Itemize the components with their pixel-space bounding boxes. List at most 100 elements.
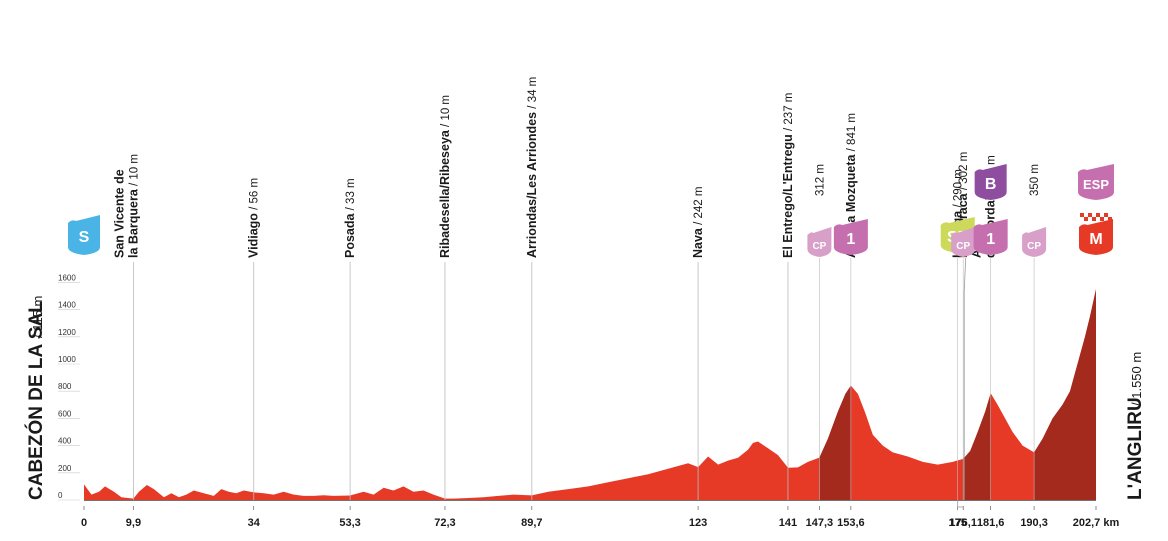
finish-altitude-label: / 1.550 m (1129, 352, 1144, 406)
place-name: San Vicente de (112, 169, 126, 258)
place-altitude: / 10 m (128, 154, 140, 189)
badge-shape (1022, 227, 1047, 257)
badge-shape (951, 227, 976, 257)
place-label: 350 m (1029, 164, 1041, 196)
place-altitude: / 10 m (440, 95, 452, 130)
place-label: San Vicente dela Barquera / 10 m (112, 154, 140, 258)
badge-label: ESP (1083, 177, 1109, 192)
y-tick-label: 800 (58, 382, 72, 391)
finish-town-label: L'ANGLIRU (1125, 397, 1146, 500)
badge-label: CP (1027, 241, 1041, 252)
badge-shape (833, 219, 868, 255)
sprint-connector (963, 257, 967, 500)
y-tick-label: 0 (58, 491, 63, 500)
place-name: Nava (691, 227, 705, 258)
start-altitude-label: / 115 m (30, 296, 45, 338)
place-label: El Entrego/L'Entregu / 237 m (781, 93, 795, 258)
badge-label: B (985, 176, 997, 193)
grid-layer (58, 282, 80, 501)
finish-checkered-flag (1080, 213, 1112, 221)
badge-label: CP (956, 241, 970, 252)
badge-finish: M (1079, 219, 1113, 255)
x-axis: 0 9,9 34 53,3 72,3 89,7 123 141 147,3 153,6 175176… (81, 500, 1120, 529)
place-altitude: 312 m (814, 164, 826, 196)
x-tick-label: 147,3 (806, 517, 834, 529)
y-tick-label: 200 (58, 464, 72, 473)
y-tick-label: 400 (58, 437, 72, 446)
y-tick-label: 1600 (58, 273, 76, 282)
place-name: Ribadesella/Ribeseya (438, 129, 452, 258)
place-label: Arriondas/Les Arriondes / 34 m (525, 77, 539, 258)
place-label: Nava / 242 m (691, 187, 705, 258)
elevation-profile (84, 289, 1096, 500)
x-tick-label: 181,6 (977, 517, 1005, 529)
checker-square (1108, 217, 1112, 221)
badge-special: ESP (1078, 164, 1114, 200)
x-tick-label: 175 (949, 517, 967, 529)
x-tick-label: 202,7 km (1073, 517, 1120, 529)
y-tick-label: 1000 (58, 355, 76, 364)
place-altitude: / 302 m (958, 152, 970, 194)
badge-shape (68, 215, 100, 255)
badge-bonus: B (974, 164, 1007, 200)
x-tick-label: 123 (689, 517, 707, 529)
x-tick-label: 53,3 (339, 517, 360, 529)
badge-shape (807, 227, 832, 257)
checker-square (1080, 213, 1084, 217)
checker-square (1100, 217, 1104, 221)
x-tick-label: 153,6 (837, 517, 865, 529)
category-badges: SCP1SPCPB1CPESPM (68, 164, 1114, 508)
place-altitude: 350 m (1029, 164, 1041, 196)
climb-segment (819, 385, 851, 500)
checker-square (1088, 213, 1092, 217)
y-tick-label: 600 (58, 409, 72, 418)
badge-cp: CP (951, 227, 976, 257)
place-name: la Barquera (126, 188, 140, 258)
x-tick-label: 34 (248, 517, 261, 529)
x-tick-label: 176,1 (949, 517, 977, 529)
badge-label: 1 (846, 231, 855, 248)
place-altitude: / 237 m (783, 93, 795, 135)
checker-square (1096, 213, 1100, 217)
x-tick-label: 72,3 (434, 517, 455, 529)
badge-label: S (79, 229, 90, 246)
checker-square (1092, 217, 1096, 221)
badge-shape (974, 164, 1007, 200)
badge-label: M (1089, 231, 1102, 248)
y-tick-label: 1200 (58, 328, 76, 337)
place-label: Posada / 33 m (343, 178, 357, 258)
place-altitude: / 841 m (846, 113, 858, 155)
place-altitude: / 290 m (953, 169, 965, 211)
place-name: El Entrego/L'Entregu (781, 134, 795, 258)
place-label: Vidiago / 56 m (247, 178, 261, 258)
place-altitude: / 56 m (249, 178, 261, 213)
place-name: Arriondas/Les Arriondes (525, 112, 539, 258)
profile-area (84, 289, 1096, 500)
badge-climb: 1 (833, 219, 868, 255)
place-altitude: / 33 m (345, 178, 357, 213)
start-town-name: CABEZÓN DE LA SAL (25, 301, 47, 500)
place-name: Posada (343, 212, 357, 258)
climb-segment (1034, 289, 1096, 500)
checker-square (1084, 217, 1088, 221)
place-altitude: / 242 m (693, 187, 705, 229)
x-tick-label: 9,9 (126, 517, 141, 529)
place-altitude: / 34 m (527, 77, 539, 112)
x-tick-label: 141 (779, 517, 797, 529)
badge-start: S (68, 215, 100, 255)
place-label: Ribadesella/Ribeseya / 10 m (438, 95, 452, 258)
badge-label: CP (812, 241, 826, 252)
y-axis: 0 200 400 600 800 1000 1200 1400 1600 (58, 273, 76, 500)
badge-cp: CP (1022, 227, 1047, 257)
place-name: Vidiago (247, 213, 261, 258)
place-label: 312 m (814, 164, 826, 196)
sprint-bracket (957, 500, 964, 508)
x-tick-label: 0 (81, 517, 87, 529)
start-town-label: CABEZÓN DE LA SAL (25, 301, 47, 500)
badge-shape (1078, 164, 1114, 200)
badge-shape (1079, 219, 1113, 255)
badge-cp: CP (807, 227, 832, 257)
place-markers: San Vicente dela Barquera / 10 m Vidiago … (112, 77, 1041, 500)
checker-square (1104, 213, 1108, 217)
x-tick-label: 89,7 (521, 517, 542, 529)
